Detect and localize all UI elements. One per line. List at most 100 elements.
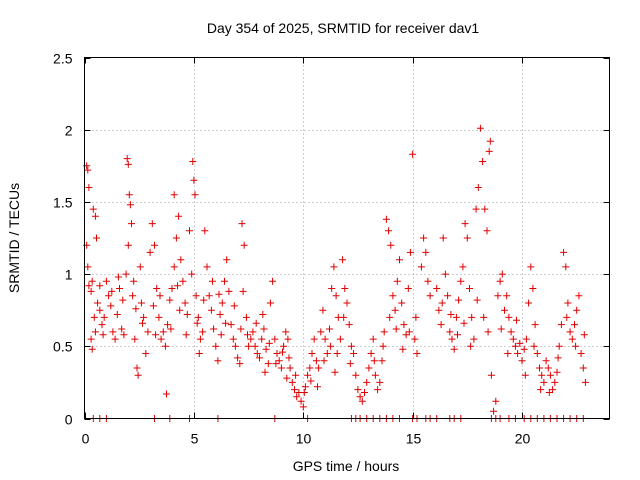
data-point <box>509 335 517 343</box>
data-point <box>441 270 449 278</box>
data-point <box>399 345 407 353</box>
data-point <box>459 263 467 271</box>
data-point <box>170 263 178 271</box>
data-point <box>156 292 164 300</box>
data-point <box>284 335 292 343</box>
data-point <box>149 302 157 310</box>
data-point <box>391 306 399 314</box>
data-point <box>326 325 333 333</box>
data-point <box>100 313 108 321</box>
data-point <box>497 325 505 333</box>
data-point <box>84 166 92 174</box>
data-point <box>264 360 272 368</box>
data-point <box>85 184 93 191</box>
data-point <box>181 299 189 307</box>
data-point <box>89 205 97 213</box>
data-point <box>435 306 443 314</box>
data-point <box>119 296 127 304</box>
data-point <box>282 328 290 336</box>
data-point <box>358 397 366 405</box>
data-point <box>457 277 465 285</box>
data-point <box>581 378 589 386</box>
data-point <box>542 357 550 365</box>
data-point <box>199 328 207 336</box>
data-point <box>170 191 178 199</box>
data-point <box>480 313 488 321</box>
data-point <box>99 331 107 339</box>
data-point <box>560 248 568 256</box>
data-point <box>374 386 382 394</box>
data-point <box>307 377 315 385</box>
data-point <box>476 124 484 132</box>
data-point <box>238 220 246 228</box>
data-point <box>472 205 480 213</box>
data-point <box>221 277 228 285</box>
data-point <box>406 248 414 256</box>
data-point <box>304 371 312 379</box>
data-point <box>378 357 386 365</box>
data-point <box>501 306 508 314</box>
data-point <box>575 292 583 300</box>
data-point <box>312 357 320 365</box>
data-point <box>151 241 158 249</box>
data-point <box>371 371 379 379</box>
data-point <box>545 389 553 396</box>
data-point <box>251 342 259 350</box>
data-point <box>285 354 293 362</box>
data-point <box>328 285 336 292</box>
data-point <box>105 292 113 300</box>
data-point <box>286 364 294 372</box>
data-point <box>369 335 377 343</box>
data-point <box>533 350 541 357</box>
data-point <box>363 378 371 386</box>
data-point <box>365 364 373 372</box>
x-axis-label: GPS time / hours <box>293 458 400 474</box>
data-point <box>479 158 487 165</box>
data-point <box>139 319 146 327</box>
data-point <box>196 335 204 343</box>
data-point <box>253 350 261 357</box>
data-point <box>256 354 263 362</box>
data-point <box>227 321 235 329</box>
data-point <box>252 319 260 327</box>
data-point <box>279 348 286 356</box>
data-point <box>234 354 242 362</box>
data-point <box>367 350 375 357</box>
data-point <box>467 342 475 350</box>
data-point <box>269 277 277 285</box>
data-point <box>136 263 144 271</box>
data-point <box>461 220 469 228</box>
data-point <box>126 201 134 209</box>
data-point <box>386 313 394 321</box>
data-point <box>520 345 528 353</box>
data-point <box>212 342 220 350</box>
data-point <box>540 378 548 386</box>
data-point <box>131 335 139 343</box>
data-point <box>341 285 349 292</box>
data-point <box>98 321 106 329</box>
data-point <box>242 313 250 321</box>
data-point <box>448 335 456 343</box>
data-point <box>400 321 408 329</box>
data-point <box>300 389 308 396</box>
data-point <box>107 302 115 310</box>
data-point <box>84 263 92 271</box>
data-point <box>546 371 554 379</box>
data-point <box>490 407 498 415</box>
data-point <box>392 325 400 333</box>
data-point <box>580 331 588 339</box>
data-point <box>280 342 288 350</box>
data-point <box>209 277 216 285</box>
data-point <box>356 393 364 401</box>
data-point <box>271 335 279 343</box>
data-point <box>473 296 481 304</box>
data-point <box>439 234 447 242</box>
data-point <box>379 342 387 350</box>
data-point <box>174 282 181 290</box>
data-point <box>189 158 197 165</box>
data-point <box>494 292 502 300</box>
data-point <box>511 342 519 350</box>
data-point <box>85 282 93 290</box>
data-point <box>245 342 253 350</box>
data-point <box>579 364 587 372</box>
